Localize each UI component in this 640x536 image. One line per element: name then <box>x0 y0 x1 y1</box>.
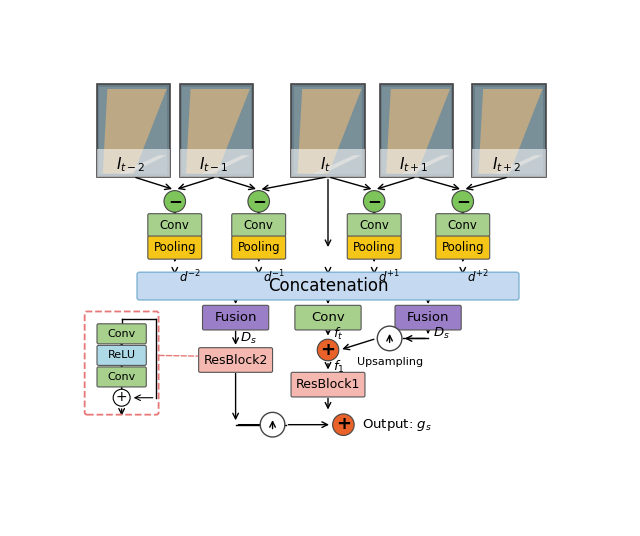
Text: $I_{t+1}$: $I_{t+1}$ <box>399 155 429 174</box>
Circle shape <box>317 339 339 361</box>
Text: $I_{t+2}$: $I_{t+2}$ <box>492 155 522 174</box>
FancyBboxPatch shape <box>97 324 147 344</box>
Text: +: + <box>116 390 127 404</box>
Circle shape <box>113 389 130 406</box>
Circle shape <box>378 326 402 351</box>
Text: $D_s$: $D_s$ <box>240 331 257 346</box>
Polygon shape <box>479 89 543 174</box>
Text: Concatenation: Concatenation <box>268 277 388 295</box>
Bar <box>294 87 362 174</box>
FancyBboxPatch shape <box>198 348 273 373</box>
Bar <box>291 84 365 177</box>
Text: $I_t$: $I_t$ <box>320 155 331 174</box>
Text: $I_{t-1}$: $I_{t-1}$ <box>199 155 228 174</box>
Text: Conv: Conv <box>160 219 189 232</box>
Polygon shape <box>118 155 166 174</box>
Polygon shape <box>386 89 450 174</box>
Text: ResBlock2: ResBlock2 <box>204 354 268 367</box>
Text: Upsampling: Upsampling <box>356 357 422 367</box>
Text: $f_t$: $f_t$ <box>333 326 343 342</box>
Bar <box>380 149 453 177</box>
FancyBboxPatch shape <box>291 373 365 397</box>
FancyBboxPatch shape <box>97 367 147 387</box>
FancyBboxPatch shape <box>97 345 147 366</box>
Bar <box>180 84 253 177</box>
Text: Conv: Conv <box>311 311 345 324</box>
Text: ResBlock1: ResBlock1 <box>296 378 360 391</box>
Polygon shape <box>103 89 166 174</box>
FancyBboxPatch shape <box>148 236 202 259</box>
Text: Conv: Conv <box>108 372 136 382</box>
Polygon shape <box>494 155 543 174</box>
FancyBboxPatch shape <box>137 272 519 300</box>
Text: Conv: Conv <box>244 219 274 232</box>
Text: $d^{+1}$: $d^{+1}$ <box>378 269 400 286</box>
FancyBboxPatch shape <box>395 306 461 330</box>
Polygon shape <box>313 155 362 174</box>
Bar <box>291 149 365 177</box>
Text: $d^{+2}$: $d^{+2}$ <box>467 269 488 286</box>
Circle shape <box>364 191 385 212</box>
Circle shape <box>248 191 269 212</box>
Bar <box>382 87 451 174</box>
Text: −: − <box>252 192 266 210</box>
Bar <box>472 149 545 177</box>
Text: Conv: Conv <box>448 219 477 232</box>
Polygon shape <box>202 155 250 174</box>
Text: Conv: Conv <box>108 329 136 339</box>
Text: $d^{-1}$: $d^{-1}$ <box>262 269 284 286</box>
Text: $d^{-2}$: $d^{-2}$ <box>179 269 200 286</box>
Text: ReLU: ReLU <box>108 351 136 360</box>
Circle shape <box>260 412 285 437</box>
Polygon shape <box>298 89 362 174</box>
FancyBboxPatch shape <box>148 214 202 237</box>
Circle shape <box>333 414 354 435</box>
Text: Pooling: Pooling <box>154 241 196 254</box>
FancyBboxPatch shape <box>232 214 285 237</box>
Polygon shape <box>186 89 250 174</box>
Polygon shape <box>401 155 450 174</box>
Text: +: + <box>321 340 335 359</box>
Text: Output: $g_s$: Output: $g_s$ <box>362 416 431 433</box>
Text: Pooling: Pooling <box>442 241 484 254</box>
Text: Pooling: Pooling <box>353 241 396 254</box>
Text: Conv: Conv <box>359 219 389 232</box>
Bar <box>99 87 168 174</box>
Text: Pooling: Pooling <box>237 241 280 254</box>
Bar <box>472 84 545 177</box>
Bar <box>380 84 453 177</box>
FancyBboxPatch shape <box>436 214 490 237</box>
FancyBboxPatch shape <box>202 306 269 330</box>
Text: +: + <box>336 415 351 433</box>
FancyBboxPatch shape <box>436 236 490 259</box>
Text: $D_s$: $D_s$ <box>433 326 449 341</box>
Bar <box>182 87 251 174</box>
Bar <box>97 149 170 177</box>
FancyBboxPatch shape <box>348 214 401 237</box>
Text: $f_1$: $f_1$ <box>333 359 344 375</box>
Circle shape <box>164 191 186 212</box>
Text: Fusion: Fusion <box>214 311 257 324</box>
Text: $I_{t-2}$: $I_{t-2}$ <box>116 155 146 174</box>
Bar <box>180 149 253 177</box>
FancyBboxPatch shape <box>232 236 285 259</box>
Text: Fusion: Fusion <box>407 311 449 324</box>
Text: −: − <box>168 192 182 210</box>
Circle shape <box>452 191 474 212</box>
Bar <box>97 84 170 177</box>
Text: −: − <box>367 192 381 210</box>
FancyBboxPatch shape <box>348 236 401 259</box>
Bar <box>475 87 543 174</box>
Text: −: − <box>456 192 470 210</box>
FancyBboxPatch shape <box>295 306 361 330</box>
